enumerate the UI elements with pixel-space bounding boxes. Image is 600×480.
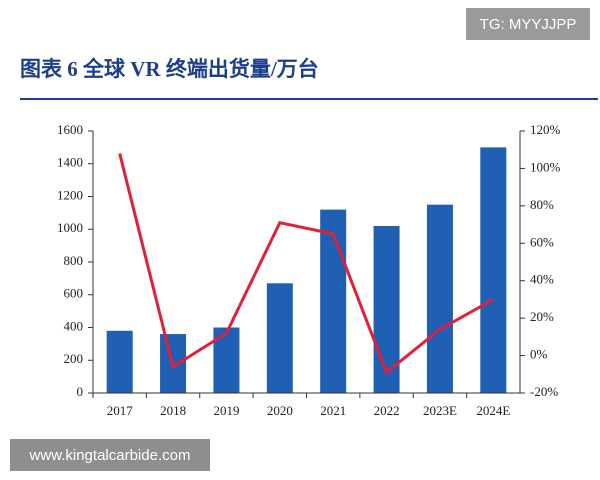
watermark: TG: MYYJJPP xyxy=(480,16,577,33)
y2-tick-label: 40% xyxy=(530,272,554,287)
y2-tick-label: -20% xyxy=(530,384,558,399)
y-tick-label: 400 xyxy=(64,318,84,333)
y-tick-label: 200 xyxy=(64,351,84,366)
y2-tick-label: 60% xyxy=(530,234,554,249)
y-tick-label: 600 xyxy=(64,286,84,301)
y2-tick-label: 100% xyxy=(530,159,561,174)
bar xyxy=(106,330,133,393)
y-tick-label: 1200 xyxy=(57,187,83,202)
x-tick-label: 2023E xyxy=(423,403,457,418)
y2-tick-label: 80% xyxy=(530,197,554,212)
x-tick-label: 2022 xyxy=(374,403,400,418)
y2-tick-label: 20% xyxy=(530,309,554,324)
chart-title: 图表 6 全球 VR 终端出货量/万台 xyxy=(20,57,319,81)
bar xyxy=(480,147,507,393)
bar xyxy=(320,209,347,393)
watermark: www.kingtalcarbide.com xyxy=(29,447,191,464)
y2-tick-label: 0% xyxy=(530,347,548,362)
x-tick-label: 2018 xyxy=(160,403,186,418)
watermark-box xyxy=(466,8,590,40)
bar xyxy=(373,225,400,393)
y2-tick-label: 120% xyxy=(530,122,561,137)
y-tick-label: 0 xyxy=(77,384,84,399)
x-tick-label: 2021 xyxy=(320,403,346,418)
bar xyxy=(426,204,453,393)
y-tick-label: 1600 xyxy=(57,122,83,137)
y-tick-label: 1400 xyxy=(57,155,83,170)
y-tick-label: 1000 xyxy=(57,220,83,235)
watermark-box xyxy=(10,439,210,471)
x-tick-label: 2024E xyxy=(476,403,510,418)
x-tick-label: 2020 xyxy=(267,403,293,418)
line xyxy=(118,153,495,375)
x-tick-label: 2019 xyxy=(213,403,239,418)
x-tick-label: 2017 xyxy=(107,403,134,418)
bar xyxy=(266,283,293,393)
y-tick-label: 800 xyxy=(64,253,84,268)
